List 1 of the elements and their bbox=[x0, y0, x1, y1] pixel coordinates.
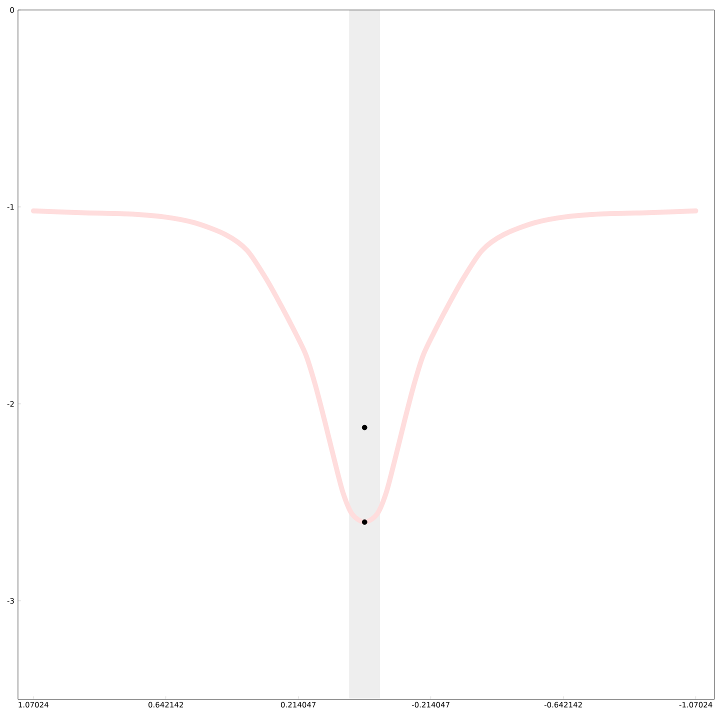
line-series bbox=[30, 208, 698, 524]
